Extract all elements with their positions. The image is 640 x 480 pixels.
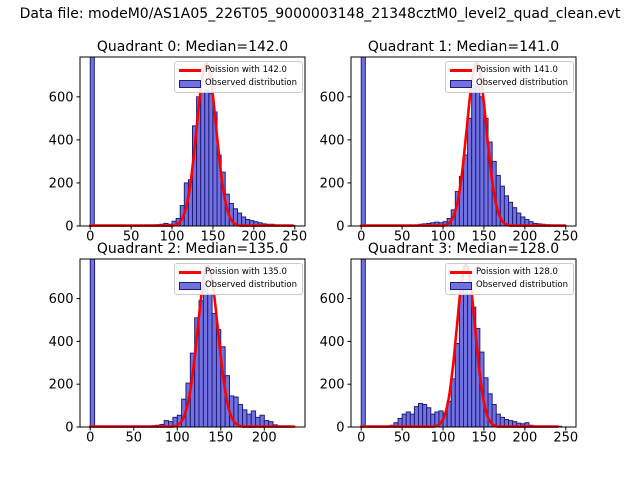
quadrant-3-plot: 0 50 100 150 200 250 0 200 400 600 bbox=[320, 258, 578, 446]
quadrant-2-y-ticks: 0 200 400 600 bbox=[49, 292, 80, 436]
svg-text:100: 100 bbox=[431, 431, 456, 446]
svg-text:400: 400 bbox=[320, 335, 345, 350]
svg-text:0: 0 bbox=[65, 220, 73, 235]
legend-entry-poisson: Poission with 128.0 bbox=[449, 267, 568, 278]
legend-entry-poisson: Poission with 141.0 bbox=[449, 65, 568, 76]
quadrant-3-legend: Poission with 128.0 Observed distributio… bbox=[444, 263, 574, 295]
quadrant-1-plot: 0 50 100 150 200 250 0 200 400 600 bbox=[320, 56, 578, 245]
quadrant-1-title: Quadrant 1: Median=141.0 bbox=[367, 39, 560, 55]
svg-text:0: 0 bbox=[336, 421, 344, 436]
svg-text:200: 200 bbox=[320, 378, 345, 393]
quadrant-2-axes-frame bbox=[79, 258, 306, 428]
quadrant-3-x-ticks: 0 50 100 150 200 250 bbox=[357, 427, 578, 446]
svg-text:100: 100 bbox=[165, 431, 190, 446]
quadrant-1-legend: Poission with 141.0 Observed distributio… bbox=[444, 61, 574, 93]
poisson-line-swatch bbox=[178, 69, 201, 72]
svg-text:0: 0 bbox=[357, 230, 365, 245]
svg-text:100: 100 bbox=[160, 230, 185, 245]
svg-text:200: 200 bbox=[512, 431, 537, 446]
observed-patch-swatch bbox=[449, 281, 472, 290]
observed-patch-label: Observed distribution bbox=[475, 78, 568, 88]
quadrant-0-axes-frame bbox=[79, 56, 306, 227]
observed-patch-label: Observed distribution bbox=[204, 280, 297, 290]
legend-entry-observed: Observed distribution bbox=[178, 280, 297, 291]
svg-text:150: 150 bbox=[201, 230, 226, 245]
svg-text:250: 250 bbox=[553, 431, 578, 446]
poisson-line-label: Poission with 141.0 bbox=[475, 65, 558, 75]
observed-patch-swatch bbox=[449, 79, 472, 88]
svg-text:250: 250 bbox=[553, 230, 578, 245]
svg-text:200: 200 bbox=[252, 431, 277, 446]
quadrant-3-title: Quadrant 3: Median=128.0 bbox=[367, 241, 560, 257]
svg-text:0: 0 bbox=[65, 421, 73, 436]
svg-text:150: 150 bbox=[208, 431, 233, 446]
observed-patch-label: Observed distribution bbox=[475, 280, 568, 290]
observed-patch-swatch bbox=[178, 281, 201, 290]
svg-text:0: 0 bbox=[357, 431, 365, 446]
quadrant-1-y-ticks: 0 200 400 600 bbox=[320, 90, 351, 235]
svg-text:200: 200 bbox=[320, 176, 345, 191]
svg-text:600: 600 bbox=[320, 90, 345, 105]
svg-text:50: 50 bbox=[123, 230, 140, 245]
figure-suptitle: Data file: modeM0/AS1A05_226T05_90000031… bbox=[19, 6, 621, 22]
svg-text:400: 400 bbox=[49, 133, 74, 148]
svg-text:0: 0 bbox=[86, 431, 94, 446]
poisson-line-swatch bbox=[449, 271, 472, 274]
svg-text:150: 150 bbox=[472, 230, 497, 245]
legend-entry-observed: Observed distribution bbox=[449, 280, 568, 291]
poisson-line-label: Poission with 135.0 bbox=[204, 267, 287, 277]
quadrant-0-plot: 0 50 100 150 200 250 0 200 400 600 bbox=[49, 56, 307, 245]
svg-text:200: 200 bbox=[49, 176, 74, 191]
svg-text:200: 200 bbox=[512, 230, 537, 245]
svg-text:50: 50 bbox=[125, 431, 142, 446]
legend-entry-poisson: Poission with 142.0 bbox=[178, 65, 297, 76]
svg-text:400: 400 bbox=[320, 133, 345, 148]
quadrant-2-legend: Poission with 135.0 Observed distributio… bbox=[173, 263, 303, 295]
observed-patch-swatch bbox=[178, 79, 201, 88]
svg-text:200: 200 bbox=[241, 230, 266, 245]
svg-text:0: 0 bbox=[86, 230, 94, 245]
poisson-line-swatch bbox=[178, 271, 201, 274]
quadrant-0-y-ticks: 0 200 400 600 bbox=[49, 90, 80, 235]
svg-text:600: 600 bbox=[49, 292, 74, 307]
quadrant-1-x-ticks: 0 50 100 150 200 250 bbox=[357, 226, 578, 245]
svg-text:400: 400 bbox=[49, 335, 74, 350]
poisson-line-label: Poission with 128.0 bbox=[475, 267, 558, 277]
quadrant-2-title: Quadrant 2: Median=135.0 bbox=[96, 241, 289, 257]
quadrant-2-plot: 0 50 100 150 200 0 200 400 600 bbox=[49, 258, 306, 446]
svg-text:150: 150 bbox=[472, 431, 497, 446]
svg-text:50: 50 bbox=[394, 230, 411, 245]
poisson-line-swatch bbox=[449, 69, 472, 72]
svg-text:250: 250 bbox=[282, 230, 307, 245]
quadrant-1-axes-frame bbox=[350, 56, 577, 227]
svg-text:600: 600 bbox=[320, 292, 345, 307]
svg-text:200: 200 bbox=[49, 378, 74, 393]
legend-entry-observed: Observed distribution bbox=[178, 78, 297, 89]
quadrant-3-y-ticks: 0 200 400 600 bbox=[320, 292, 351, 436]
legend-entry-poisson: Poission with 135.0 bbox=[178, 267, 297, 278]
poisson-line-label: Poission with 142.0 bbox=[204, 65, 287, 75]
svg-text:50: 50 bbox=[394, 431, 411, 446]
svg-text:100: 100 bbox=[431, 230, 456, 245]
quadrant-0-x-ticks: 0 50 100 150 200 250 bbox=[86, 226, 307, 245]
quadrant-2-x-ticks: 0 50 100 150 200 bbox=[86, 427, 277, 446]
svg-text:0: 0 bbox=[336, 220, 344, 235]
quadrant-0-legend: Poission with 142.0 Observed distributio… bbox=[173, 61, 303, 93]
quadrant-0-title: Quadrant 0: Median=142.0 bbox=[96, 39, 289, 55]
quadrant-3-axes-frame bbox=[350, 258, 577, 428]
svg-text:600: 600 bbox=[49, 90, 74, 105]
observed-patch-label: Observed distribution bbox=[204, 78, 297, 88]
legend-entry-observed: Observed distribution bbox=[449, 78, 568, 89]
